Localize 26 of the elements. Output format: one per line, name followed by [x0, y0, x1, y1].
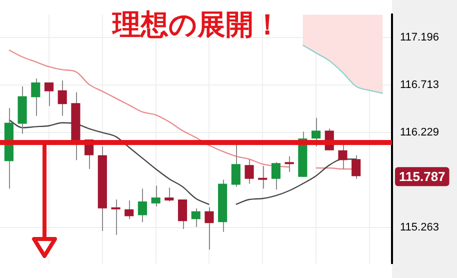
candlestick [244, 158, 254, 184]
candlestick [111, 198, 120, 236]
candlestick [31, 78, 40, 116]
candlestick [151, 185, 160, 207]
candlestick [338, 144, 348, 170]
candlestick [271, 162, 281, 190]
candlestick [178, 198, 188, 230]
candlestick [204, 206, 214, 250]
candlestick [58, 80, 67, 116]
candlestick [352, 154, 361, 180]
line-series [302, 44, 384, 94]
candlestick [124, 200, 134, 220]
text: 115.787 [399, 168, 446, 184]
chart-title: 理想の展開！ [110, 7, 282, 43]
candlestick [231, 142, 240, 188]
candlestick [191, 208, 200, 228]
y-tick-label: 115.263 [400, 222, 439, 234]
candlestick [138, 188, 147, 223]
candlestick [164, 187, 174, 202]
candlestick [44, 82, 54, 107]
candlestick [284, 156, 294, 172]
y-tick-label: 116.229 [400, 126, 439, 139]
candlestick [258, 166, 268, 190]
y-tick-label: 116.713 [400, 79, 439, 92]
candlestick [311, 117, 321, 147]
y-tick-label: 117.196 [400, 32, 439, 44]
